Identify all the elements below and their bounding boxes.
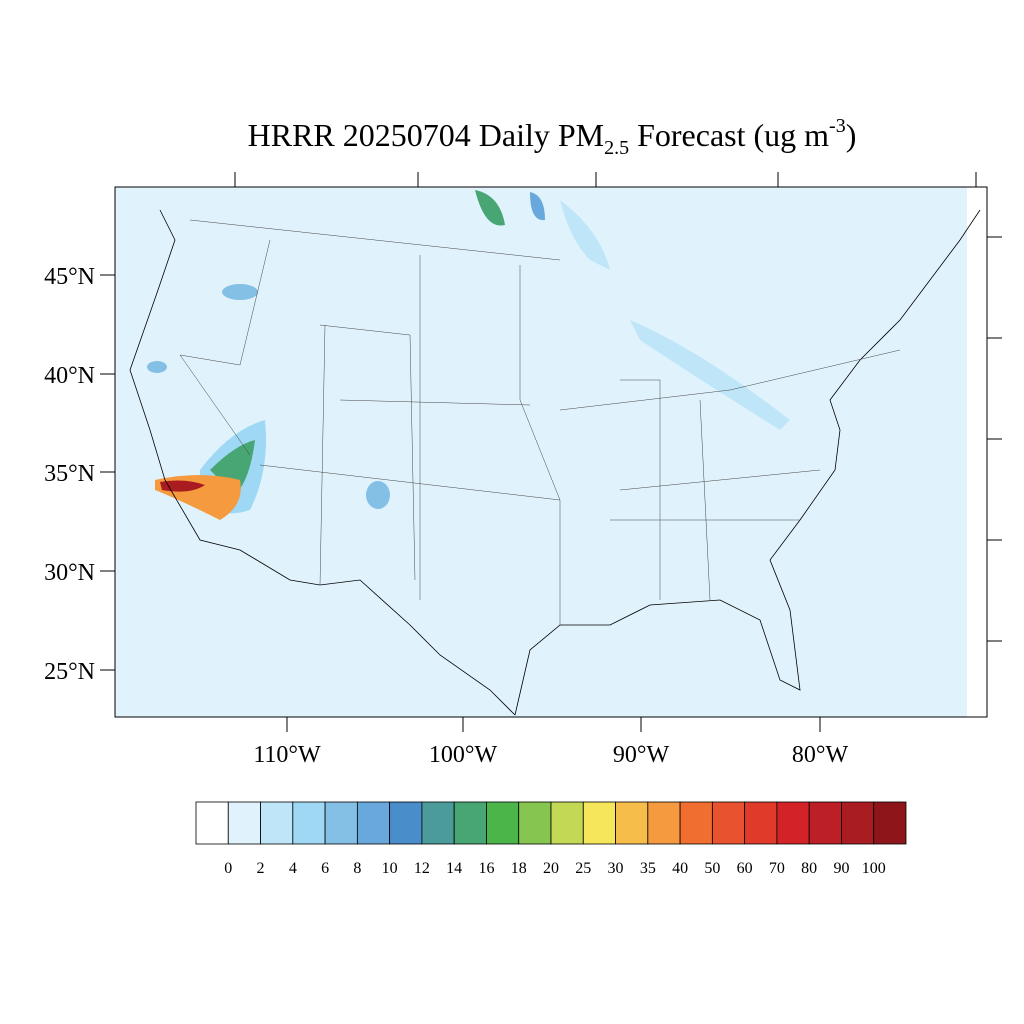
colorbar-label: 12 — [414, 860, 430, 877]
plume — [475, 190, 505, 226]
colorbar-label: 35 — [640, 860, 656, 877]
plume — [147, 361, 167, 373]
colorbar-label: 0 — [224, 860, 232, 877]
colorbar-swatch — [356, 801, 391, 845]
lon-label: 100°W — [429, 742, 498, 768]
colorbar-label: 14 — [446, 860, 462, 877]
colorbar-swatch — [324, 801, 358, 845]
title-end: ) — [846, 117, 857, 153]
colorbar-label: 60 — [737, 860, 753, 877]
plume — [530, 192, 545, 221]
colorbar-swatch — [744, 801, 778, 845]
colorbar-swatch — [292, 801, 326, 845]
lat-label: 35°N — [44, 461, 95, 487]
plume — [560, 200, 610, 270]
colorbar-label: 30 — [608, 860, 624, 877]
map — [100, 172, 1002, 732]
colorbar-swatch — [550, 801, 584, 845]
colorbar-swatch — [453, 801, 487, 845]
title-mid: Forecast (ug m — [629, 117, 829, 153]
title-main: HRRR 20250704 Daily PM — [248, 117, 604, 153]
lon-label: 110°W — [253, 742, 321, 768]
colorbar-label: 100 — [862, 860, 886, 877]
map-edge — [967, 187, 987, 717]
colorbar-swatch — [711, 801, 746, 845]
colorbar-label: 70 — [769, 860, 785, 877]
lat-labels: 45°N 40°N 35°N 30°N 25°N — [44, 264, 95, 685]
lat-label: 25°N — [44, 659, 95, 685]
colorbar-swatch — [841, 801, 875, 845]
colorbar-swatch — [679, 801, 713, 845]
lon-label: 90°W — [613, 742, 670, 768]
colorbar-label: 50 — [704, 860, 720, 877]
colorbar-label: 2 — [257, 860, 265, 877]
plume — [222, 284, 258, 300]
colorbar-swatch — [486, 801, 520, 845]
plume — [160, 480, 205, 492]
colorbar-label: 6 — [321, 860, 329, 877]
colorbar-swatch — [647, 801, 681, 845]
colorbar-swatch — [518, 801, 552, 845]
colorbar-label: 40 — [672, 860, 688, 877]
colorbar-swatch — [873, 801, 907, 845]
colorbar-swatch — [615, 801, 649, 845]
colorbar-label: 20 — [543, 860, 559, 877]
colorbar-label: 80 — [801, 860, 817, 877]
colorbar-label: 8 — [353, 860, 361, 877]
title-sub: 2.5 — [604, 137, 629, 159]
title: HRRR 20250704 Daily PM2.5 Forecast (ug m… — [248, 115, 857, 159]
lon-label: 80°W — [792, 742, 849, 768]
colorbar-label: 90 — [833, 860, 849, 877]
colorbar-label: 4 — [289, 860, 297, 877]
colorbar-label: 18 — [511, 860, 527, 877]
ticks — [100, 172, 1002, 732]
lat-label: 45°N — [44, 264, 95, 290]
lat-label: 40°N — [44, 363, 95, 389]
lat-label: 30°N — [44, 560, 95, 586]
colorbar-swatch — [776, 801, 810, 845]
colorbar-swatch — [389, 801, 423, 845]
colorbar-label: 16 — [478, 860, 494, 877]
colorbar-swatch — [227, 801, 261, 845]
colorbar-label: 10 — [382, 860, 398, 877]
colorbar-swatch — [808, 801, 842, 845]
lon-labels: 110°W 100°W 90°W 80°W — [253, 742, 848, 768]
colorbar-swatch — [582, 801, 616, 845]
colorbar-swatch — [195, 801, 229, 845]
map-frame — [114, 186, 988, 718]
colorbar-swatch — [260, 801, 294, 845]
plume — [366, 481, 390, 509]
title-sup: -3 — [829, 115, 846, 137]
colorbar: 0 2 4 6 8 10 12 14 16 18 20 25 30 35 40 50 60 70 80 90 100 — [195, 801, 907, 877]
plume — [630, 320, 790, 430]
colorbar-swatch — [421, 801, 455, 845]
colorbar-label: 25 — [575, 860, 591, 877]
